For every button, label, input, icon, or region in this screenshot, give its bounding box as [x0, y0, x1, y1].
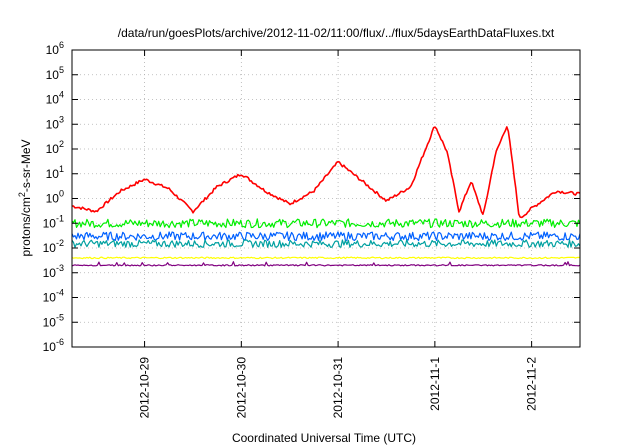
x-tick-label: 2012-10-29 — [138, 357, 152, 419]
series-line-6 — [71, 261, 581, 267]
y-tick-label: 103 — [46, 114, 64, 131]
series-line-2 — [71, 218, 581, 229]
y-tick-base: 10 — [46, 93, 60, 107]
x-axis-label: Coordinated Universal Time (UTC) — [232, 431, 416, 445]
y-tick-base: 10 — [46, 192, 60, 206]
y-tick-base: 10 — [43, 291, 57, 305]
y-tick-exponent: 4 — [59, 90, 64, 100]
y-tick-base: 10 — [46, 142, 60, 156]
y-tick-exponent: -5 — [56, 312, 64, 322]
y-tick-label: 100 — [46, 189, 64, 206]
y-tick-label: 10-3 — [43, 263, 64, 280]
y-axis-label-sup: 2 — [17, 192, 27, 197]
y-tick-base: 10 — [43, 241, 57, 255]
y-axis: 10-610-510-410-310-210-11001011021031041… — [43, 40, 580, 354]
series-line-5 — [71, 256, 581, 260]
series-line-4 — [71, 239, 581, 248]
y-tick-label: 106 — [46, 40, 64, 57]
y-tick-exponent: -6 — [56, 337, 64, 347]
y-tick-label: 10-6 — [43, 337, 64, 354]
y-tick-base: 10 — [43, 340, 57, 354]
chart-title: /data/run/goesPlots/archive/2012-11-02/1… — [118, 26, 555, 40]
y-axis-label-base: protons/cm — [19, 197, 33, 256]
series-layer — [71, 126, 581, 267]
x-tick-label: 2012-10-31 — [331, 357, 345, 419]
y-tick-exponent: 2 — [59, 139, 64, 149]
y-tick-exponent: -2 — [56, 238, 64, 248]
y-tick-exponent: 0 — [59, 189, 64, 199]
y-tick-base: 10 — [46, 68, 60, 82]
y-tick-base: 10 — [43, 315, 57, 329]
y-tick-label: 10-2 — [43, 238, 64, 255]
y-tick-label: 10-4 — [43, 288, 64, 305]
series-line-3 — [71, 231, 581, 242]
y-tick-label: 102 — [46, 139, 64, 156]
y-tick-exponent: 6 — [59, 40, 64, 50]
y-axis-label-rest: -s-sr-MeV — [19, 139, 33, 192]
y-tick-label: 10-1 — [43, 213, 64, 230]
y-tick-label: 105 — [46, 65, 64, 82]
x-tick-label: 2012-11-1 — [428, 357, 442, 411]
y-tick-exponent: -4 — [56, 288, 64, 298]
y-tick-exponent: 5 — [59, 65, 64, 75]
y-tick-exponent: -1 — [56, 213, 64, 223]
x-axis: 2012-10-29 2012-10-30 2012-10-31 2012-11-1 2… — [138, 50, 539, 418]
x-tick-label: 2012-11-2 — [525, 357, 539, 411]
y-tick-exponent: 3 — [59, 114, 64, 124]
grid — [72, 50, 580, 347]
y-tick-base: 10 — [46, 167, 60, 181]
x-tick-label: 2012-10-30 — [234, 357, 248, 419]
y-tick-base: 10 — [46, 117, 60, 131]
series-line-1 — [71, 126, 581, 219]
y-tick-exponent: 1 — [59, 164, 64, 174]
y-tick-label: 101 — [46, 164, 64, 181]
y-tick-base: 10 — [43, 266, 57, 280]
y-tick-base: 10 — [43, 216, 57, 230]
y-axis-label: protons/cm2-s-sr-MeV — [17, 139, 33, 256]
y-tick-exponent: -3 — [56, 263, 64, 273]
y-tick-label: 104 — [46, 90, 64, 107]
y-tick-base: 10 — [46, 43, 60, 57]
y-tick-label: 10-5 — [43, 312, 64, 329]
